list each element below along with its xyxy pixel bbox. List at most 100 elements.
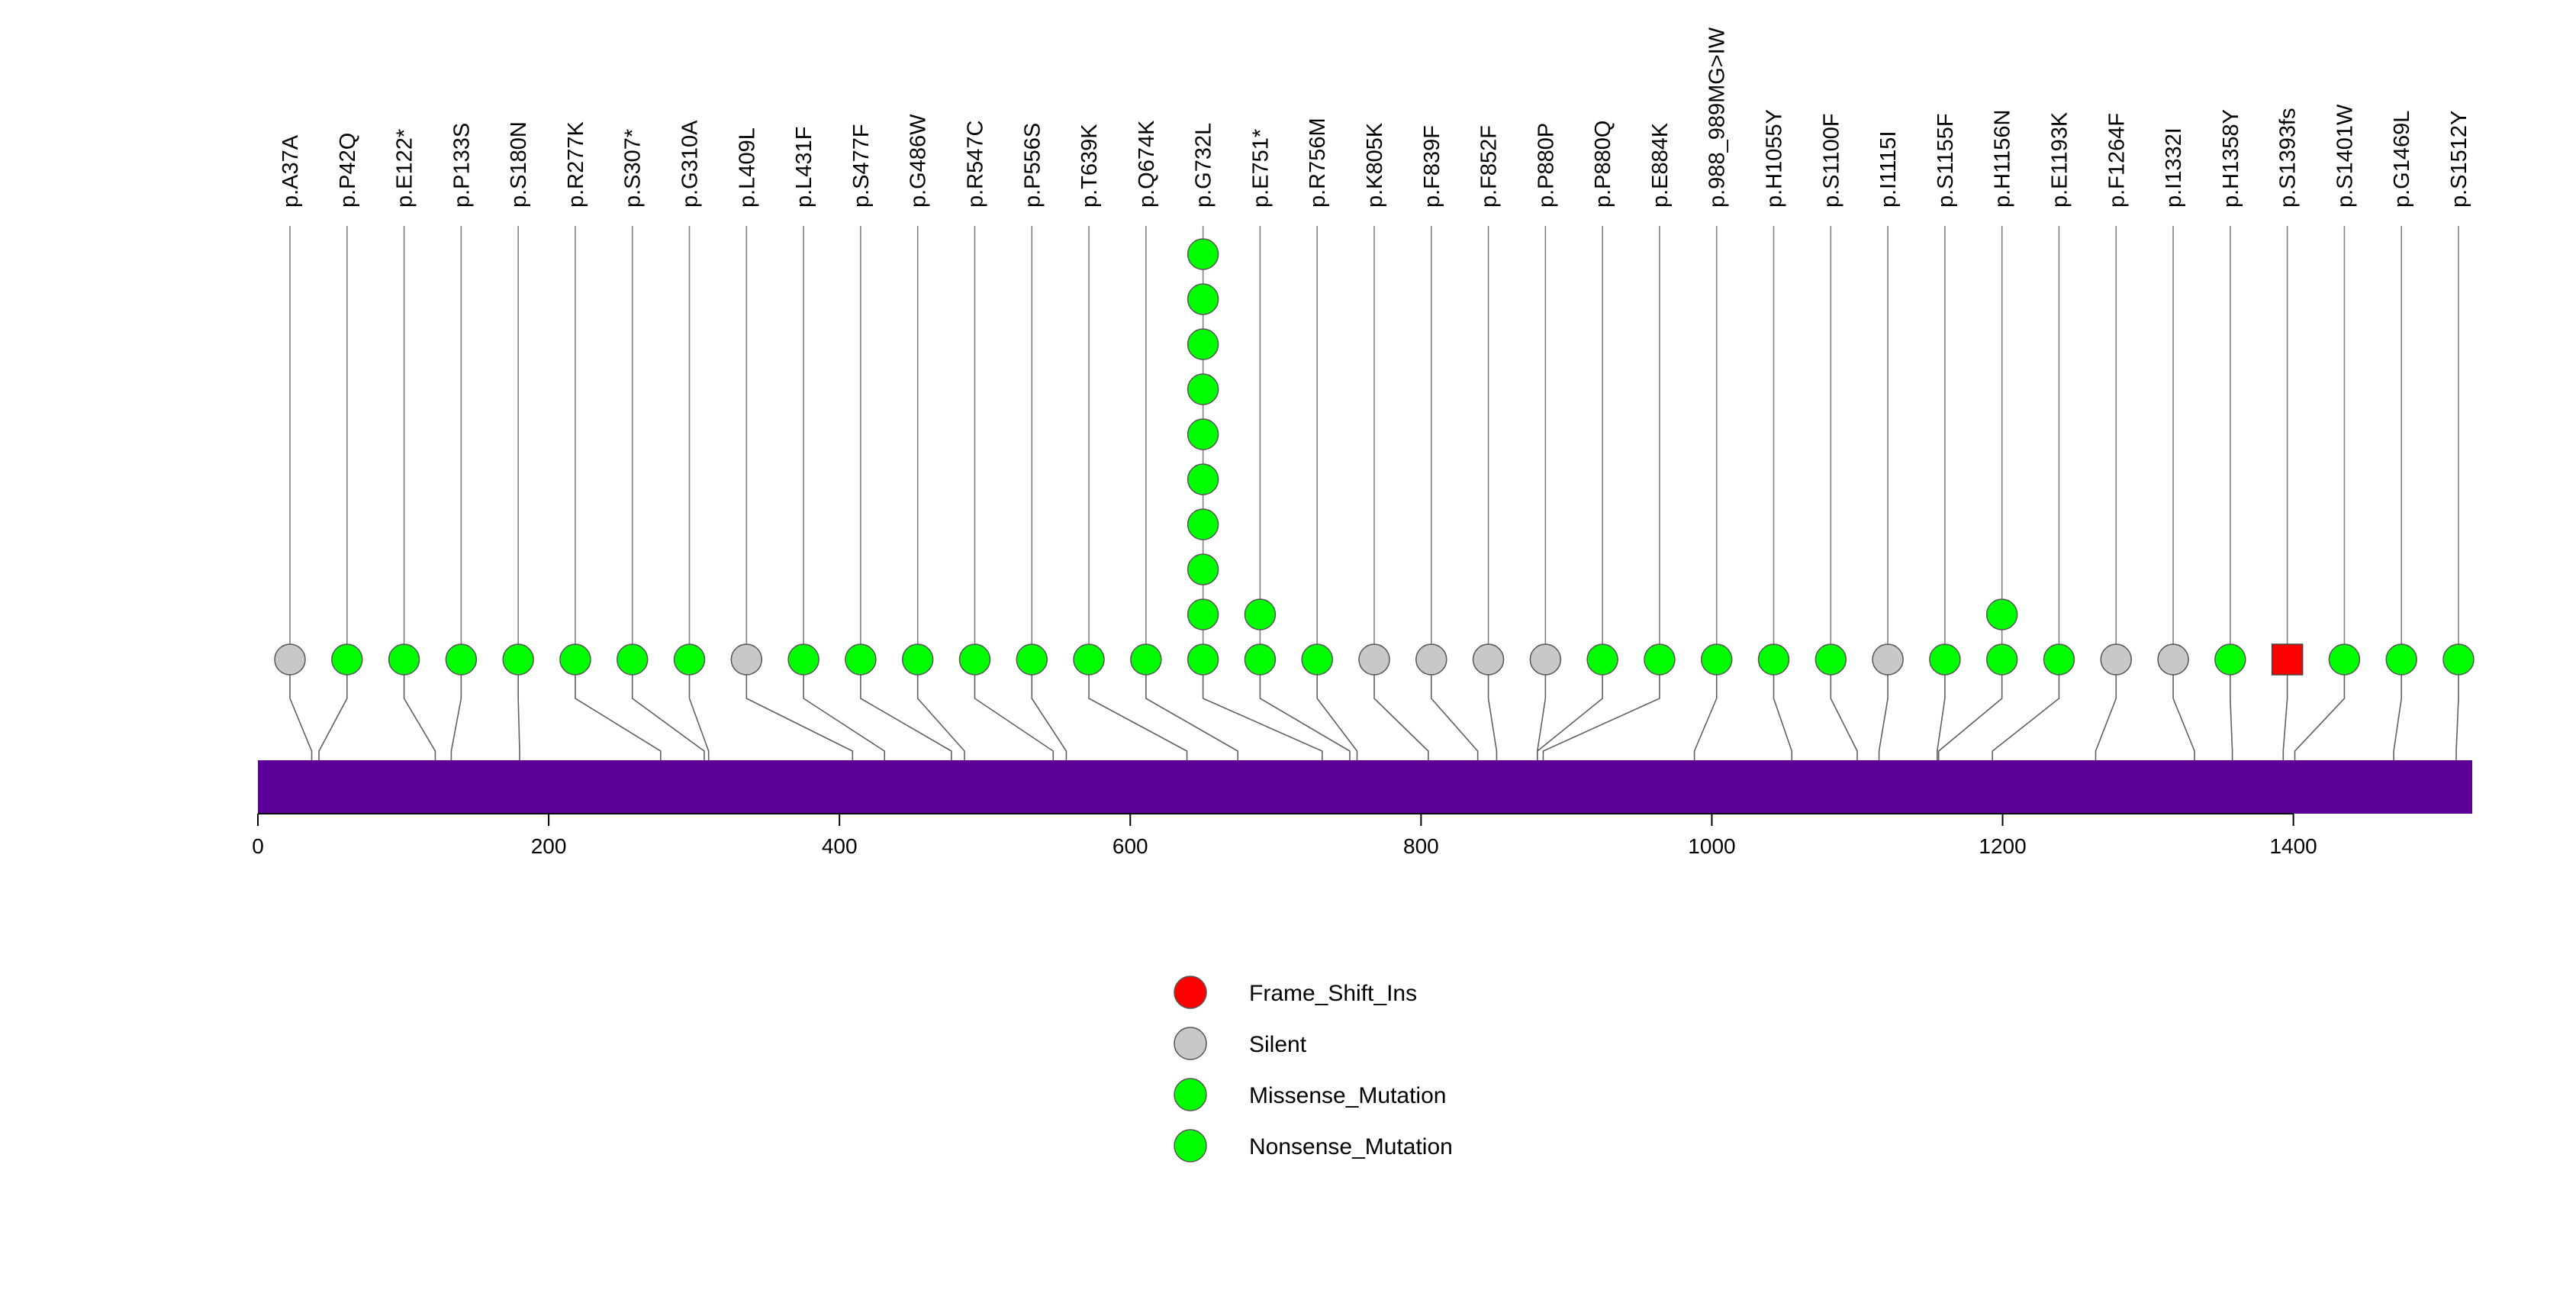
legend: Frame_Shift_Ins Silent Missense_Mutation No… — [1174, 976, 1453, 1163]
x-tick-label-1200: 1200 — [1979, 834, 2026, 858]
marker-p-g486w-1 — [901, 643, 934, 676]
marker-p-g732l-6 — [1187, 418, 1219, 450]
x-tick-label-600: 600 — [1113, 834, 1148, 858]
marker-p-p133s-1 — [445, 643, 478, 676]
marker-p-l431f-1 — [787, 643, 819, 676]
x-tick-label-400: 400 — [822, 834, 858, 858]
marker-p-s180n-1 — [502, 643, 534, 676]
mutation-label-p-r277k: p.R277K — [564, 121, 588, 208]
mutation-label-p-h1156n: p.H1156N — [1991, 110, 2015, 208]
marker-p-l409l-1 — [730, 643, 763, 676]
marker-p-t639k-1 — [1073, 643, 1105, 676]
marker-p-r547c-1 — [958, 643, 991, 676]
mutation-label-p-t639k: p.T639K — [1077, 124, 1102, 208]
protein-domain-track — [258, 760, 2472, 814]
marker-p-i1332i-1 — [2157, 643, 2189, 676]
protein-bar — [258, 760, 2472, 814]
marker-p-g732l-4 — [1187, 508, 1219, 540]
marker-p-f839f-1 — [1415, 643, 1447, 676]
mutation-label-p-s307: p.S307* — [621, 129, 646, 208]
mutation-label-p-988-989mg-iw: p.988_989MG>IW — [1705, 27, 1730, 208]
mutation-label-p-s1401w: p.S1401W — [2333, 104, 2357, 208]
mutation-label-p-p880q: p.P880Q — [1591, 121, 1615, 208]
marker-p-p556s-1 — [1016, 643, 1048, 676]
marker-p-s1512y-1 — [2442, 643, 2475, 676]
x-tick-label-0: 0 — [252, 834, 264, 858]
marker-p-p880q-1 — [1586, 643, 1618, 676]
marker-p-e884k-1 — [1644, 643, 1676, 676]
marker-p-f1264f-1 — [2100, 643, 2133, 676]
mutation-label-p-h1055y: p.H1055Y — [1763, 109, 1787, 208]
legend-label-frame-shift-ins: Frame_Shift_Ins — [1249, 981, 1417, 1006]
mutation-label-p-q674k: p.Q674K — [1135, 120, 1159, 208]
marker-p-g732l-5 — [1187, 463, 1219, 495]
marker-p-h1055y-1 — [1757, 643, 1790, 676]
mutation-labels: p.A37A p.P42Q p.E122* p.P133S p.S180N p.R277K… — [279, 27, 2471, 208]
mutation-label-p-r547c: p.R547C — [963, 121, 987, 208]
mutation-label-p-s477f: p.S477F — [849, 124, 874, 208]
marker-p-h1156n-1 — [1985, 643, 2018, 676]
marker-p-e122-1 — [388, 643, 420, 676]
mutation-label-p-k805k: p.K805K — [1363, 122, 1387, 208]
mutation-label-p-l431f: p.L431F — [792, 127, 816, 208]
legend-swatch-nonsense-mutation — [1174, 1129, 1207, 1163]
marker-p-g732l-2 — [1187, 598, 1219, 630]
marker-p-e751-2 — [1244, 598, 1277, 630]
mutation-label-p-e751: p.E751* — [1248, 129, 1273, 208]
x-tick-label-800: 800 — [1403, 834, 1439, 858]
mutation-label-p-p556s: p.P556S — [1020, 123, 1045, 208]
mutation-label-p-a37a: p.A37A — [279, 134, 303, 208]
marker-p-e1193k-1 — [2043, 643, 2075, 676]
legend-swatch-frame-shift-ins — [1174, 976, 1207, 1009]
marker-p-s1155f-1 — [1929, 643, 1961, 676]
marker-p-h1358y-1 — [2214, 643, 2246, 676]
mutation-label-p-e122: p.E122* — [393, 129, 417, 208]
marker-p-g732l-9 — [1187, 283, 1219, 315]
mutation-markers — [274, 238, 2475, 676]
mutation-label-p-p42q: p.P42Q — [336, 133, 360, 208]
marker-p-g732l-1 — [1187, 643, 1219, 676]
marker-p-s1401w-1 — [2328, 643, 2361, 676]
mutation-label-p-f852f: p.F852F — [1477, 125, 1502, 208]
mutation-label-p-g1469l: p.G1469L — [2390, 111, 2414, 208]
lollipop-stems — [289, 226, 2459, 660]
marker-p-g310a-1 — [673, 643, 706, 676]
mutation-label-p-f1264f: p.F1264F — [2104, 113, 2129, 208]
mutation-label-p-l409l: p.L409L — [735, 127, 759, 208]
mutation-label-p-g486w: p.G486W — [906, 114, 931, 208]
marker-p-g732l-7 — [1187, 373, 1219, 405]
x-tick-label-1400: 1400 — [2269, 834, 2317, 858]
mutation-label-p-s180n: p.S180N — [507, 121, 531, 208]
marker-p-g1469l-1 — [2385, 643, 2417, 676]
mutation-label-p-p133s: p.P133S — [449, 123, 474, 208]
marker-p-h1156n-2 — [1985, 598, 2018, 630]
marker-p-a37a-1 — [274, 643, 306, 676]
marker-p-f852f-1 — [1472, 643, 1505, 676]
marker-p-p880p-1 — [1529, 643, 1562, 676]
mutation-label-p-e884k: p.E884K — [1648, 122, 1673, 208]
marker-p-i1115i-1 — [1872, 643, 1904, 676]
protein-position-axis: 0 200 400 600 800 1000 1200 1400 — [252, 813, 2317, 858]
mutation-label-p-s1393fs: p.S1393fs — [2276, 108, 2301, 208]
marker-p-r277k-1 — [559, 643, 591, 676]
marker-p-g732l-3 — [1187, 553, 1219, 585]
marker-p-s477f-1 — [845, 643, 877, 676]
legend-label-nonsense-mutation: Nonsense_Mutation — [1249, 1134, 1453, 1159]
mutation-label-p-g310a: p.G310A — [678, 120, 703, 208]
mutation-label-p-s1512y: p.S1512Y — [2447, 111, 2471, 208]
mutation-label-p-e1193k: p.E1193K — [2047, 111, 2072, 208]
marker-p-s1100f-1 — [1814, 643, 1847, 676]
x-tick-label-1000: 1000 — [1688, 834, 1735, 858]
marker-p-k805k-1 — [1358, 643, 1390, 676]
marker-p-p42q-1 — [331, 643, 363, 676]
legend-label-silent: Silent — [1249, 1032, 1307, 1057]
marker-p-s1393fs-1 — [2271, 643, 2304, 676]
legend-swatch-silent — [1174, 1027, 1207, 1060]
mutation-label-p-s1155f: p.S1155F — [1934, 113, 1958, 208]
mutation-label-p-p880p: p.P880P — [1534, 123, 1558, 208]
x-tick-label-200: 200 — [531, 834, 567, 858]
marker-p-g732l-10 — [1187, 238, 1219, 270]
mutation-label-p-h1358y: p.H1358Y — [2219, 109, 2243, 208]
marker-p-988-989mg-iw-1 — [1700, 643, 1733, 676]
